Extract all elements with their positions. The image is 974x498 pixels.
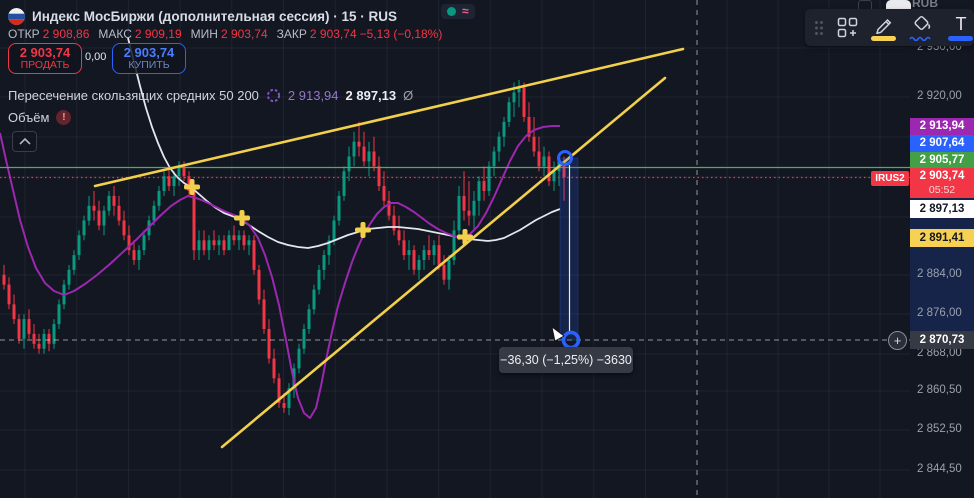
close-value: 2 903,74	[309, 26, 357, 41]
crosshair-plus-button[interactable]: +	[888, 331, 907, 350]
warning-icon: !	[56, 110, 72, 125]
sell-button[interactable]: 2 903,74 ПРОДАТЬ	[8, 43, 82, 74]
change-value: −5,13 (−0,18%)	[359, 26, 443, 41]
price-tick: 2 852,50	[917, 423, 962, 435]
yellow-color-pill	[871, 36, 896, 41]
crosshair-price: 2 870,73	[910, 331, 974, 349]
blue-color-pill	[948, 35, 973, 41]
high-value: 2 909,19	[134, 26, 182, 41]
svg-text:T: T	[955, 15, 966, 34]
price-axis[interactable]: 2 930,00 2 920,00 2 884,00 2 876,00 2 868,00…	[910, 0, 974, 498]
loop-icon	[266, 88, 281, 103]
blue-wave-underline	[909, 36, 931, 41]
ma-cross-marker	[234, 210, 250, 226]
market-open-dot-icon	[447, 7, 456, 16]
price-tick: 2 860,50	[917, 384, 962, 396]
price-tick: 2 868,00	[917, 347, 962, 359]
close-label: ЗАКР	[276, 26, 307, 41]
price-tick: 2 844,50	[917, 463, 962, 475]
upper-trendline	[93, 47, 685, 188]
price-tick: 2 884,00	[917, 268, 962, 280]
buy-price: 2 903,74	[123, 44, 175, 60]
indicator-ma200-value: 2 897,13	[345, 88, 397, 103]
chevron-up-icon	[18, 137, 31, 145]
last-price: 2 903,74 05:52	[910, 168, 974, 198]
volume-label: Объём	[8, 110, 50, 125]
sell-label: ПРОДАТЬ	[20, 58, 70, 71]
currency-label[interactable]: RUB	[912, 0, 938, 9]
alert-line-price: 2 905,77	[910, 152, 974, 168]
text-tool-icon: T	[955, 15, 966, 34]
indicator-legend[interactable]: Пересечение скользящих средних 50 200 2 …	[8, 87, 413, 104]
sell-price: 2 903,74	[19, 44, 71, 60]
collapse-pane-button[interactable]	[12, 131, 37, 152]
spread-value: 0,00	[85, 51, 107, 63]
ma50-price: 2 913,94	[910, 118, 974, 135]
paint-tool-button[interactable]	[909, 14, 935, 41]
ma-cross-marker	[355, 222, 371, 238]
lower-trendline	[220, 76, 667, 449]
buy-label: КУПИТЬ	[128, 58, 170, 71]
drag-dots-icon	[815, 20, 823, 35]
market-status[interactable]: ≈	[441, 4, 475, 19]
symbol-price-tag: IRUS2	[871, 171, 909, 186]
price-tick: 2 920,00	[917, 90, 962, 102]
candles	[2, 80, 566, 416]
paint-bucket-icon	[914, 16, 931, 30]
draw-tool-button[interactable]	[871, 14, 896, 41]
volume-legend[interactable]: Объём !	[8, 109, 72, 126]
grid-plus-icon	[837, 17, 858, 38]
cross-level-price: 2 891,41	[910, 229, 974, 247]
ma-cross-marker	[457, 229, 473, 245]
chart-canvas[interactable]	[0, 0, 910, 498]
price-tick: 2 876,00	[917, 307, 962, 319]
cut-white-button[interactable]	[886, 0, 911, 9]
ma50-line	[0, 125, 560, 419]
open-value: 2 908,86	[42, 26, 90, 41]
indicator-ma50-value: 2 913,94	[287, 88, 339, 103]
drawing-toolbar[interactable]: T	[805, 9, 974, 46]
cut-toolbar-icon[interactable]	[858, 0, 874, 9]
measure-start-price: 2 907,64	[910, 135, 974, 152]
measure-start-handle[interactable]	[557, 150, 573, 166]
low-label: МИН	[190, 26, 218, 41]
ohlc-row: ОТКР 2 908,86 МАКС 2 909,19 МИН 2 903,74…	[8, 26, 442, 41]
symbol-title: Индекс МосБиржи (дополнительная сессия) …	[32, 8, 398, 24]
high-label: МАКС	[98, 26, 132, 41]
add-widget-button[interactable]	[837, 17, 858, 38]
ma-cross-marker	[184, 179, 200, 195]
buy-button[interactable]: 2 903,74 КУПИТЬ	[112, 43, 186, 74]
ma200-price: 2 897,13	[910, 200, 974, 218]
cursor-arrow-icon	[551, 326, 565, 342]
low-value: 2 903,74	[220, 26, 268, 41]
approx-icon: ≈	[462, 4, 469, 18]
ma200-line	[127, 37, 561, 249]
indicator-suffix: Ø	[403, 88, 414, 103]
open-label: ОТКР	[8, 26, 40, 41]
russia-flag-icon	[8, 7, 25, 25]
pencil-icon	[875, 18, 891, 34]
text-tool-button[interactable]: T	[948, 15, 973, 41]
symbol-header[interactable]: Индекс МосБиржи (дополнительная сессия) …	[8, 5, 397, 27]
toolbar-drag-handle[interactable]	[814, 20, 824, 36]
indicator-name: Пересечение скользящих средних 50 200	[8, 88, 259, 103]
measure-tooltip: −36,30 (−1,25%) −3630	[499, 347, 633, 373]
